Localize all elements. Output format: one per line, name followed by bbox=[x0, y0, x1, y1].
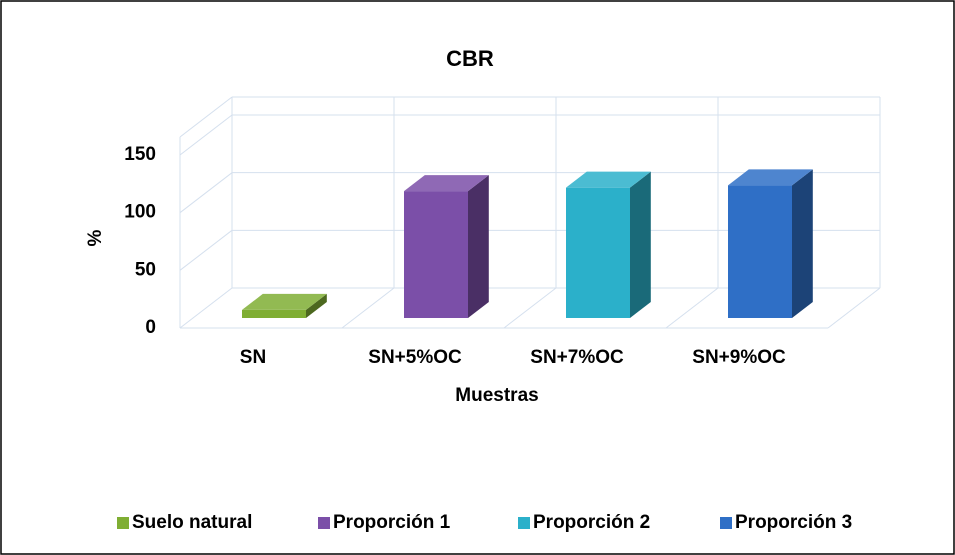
y-axis-label: % bbox=[85, 229, 106, 246]
legend-swatch bbox=[117, 517, 129, 529]
chart-title: CBR bbox=[446, 46, 494, 71]
bar-side bbox=[468, 175, 489, 318]
bar-side bbox=[630, 171, 651, 318]
bar-top bbox=[404, 175, 489, 192]
legend-label: Proporción 2 bbox=[533, 512, 650, 533]
floor-divider bbox=[503, 287, 557, 329]
x-tick-label: SN+5%OC bbox=[368, 347, 462, 368]
grid-line bbox=[179, 172, 233, 214]
bar-top bbox=[566, 171, 651, 188]
grid-line bbox=[179, 114, 233, 156]
bar bbox=[566, 187, 630, 318]
bar bbox=[404, 191, 468, 318]
bar-side bbox=[306, 293, 327, 318]
bar-side bbox=[792, 169, 813, 318]
x-axis-label: Muestras bbox=[455, 385, 538, 406]
floor-divider bbox=[341, 287, 395, 329]
x-tick-label: SN+9%OC bbox=[692, 347, 786, 368]
y-tick-label: 0 bbox=[145, 317, 156, 338]
legend-label: Proporción 3 bbox=[735, 512, 852, 533]
legend-swatch bbox=[518, 517, 530, 529]
x-tick-label: SN+7%OC bbox=[530, 347, 624, 368]
legend-swatch bbox=[318, 517, 330, 529]
grid-line bbox=[179, 287, 233, 329]
legend-label: Proporción 1 bbox=[333, 512, 451, 533]
x-tick-label: SN bbox=[240, 347, 266, 368]
legend-swatch bbox=[720, 517, 732, 529]
grid-line bbox=[179, 229, 233, 271]
floor-edge bbox=[827, 287, 881, 329]
legend-label: Suelo natural bbox=[132, 512, 252, 533]
y-tick-label: 50 bbox=[135, 259, 156, 280]
y-tick-label: 100 bbox=[124, 202, 156, 223]
bar bbox=[728, 185, 792, 318]
bar bbox=[242, 309, 306, 318]
y-tick-label: 150 bbox=[124, 144, 156, 165]
floor-divider bbox=[665, 287, 719, 329]
bar-top bbox=[728, 169, 813, 186]
bar-top bbox=[242, 293, 327, 310]
wall-edge bbox=[179, 96, 233, 138]
